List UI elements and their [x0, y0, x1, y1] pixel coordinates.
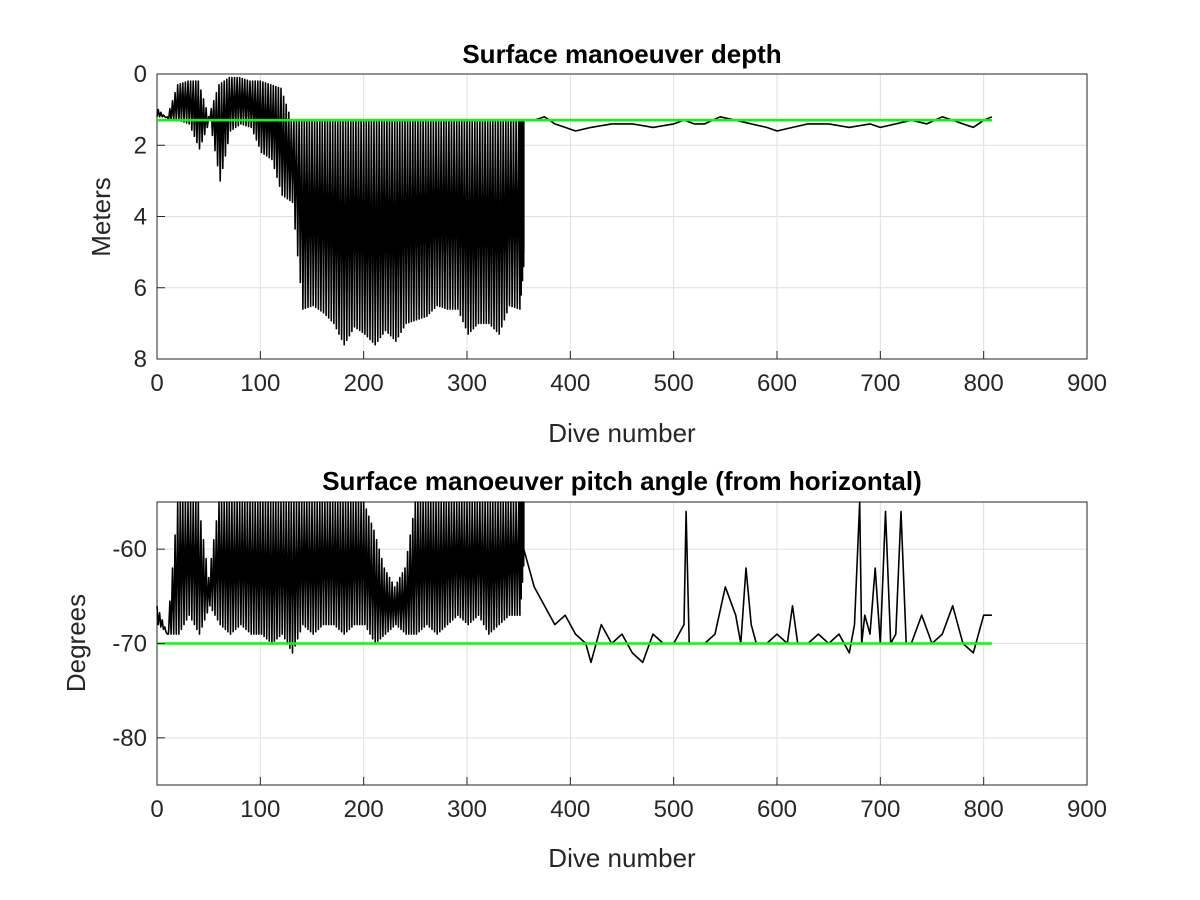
depth-x-tick-label: 100 [240, 370, 280, 397]
pitch-y-tick-label: -80 [112, 725, 147, 752]
depth-x-tick-label: 600 [757, 370, 797, 397]
pitch-x-tick-label: 400 [550, 796, 590, 823]
depth-x-tick-label: 800 [964, 370, 1004, 397]
depth-x-tick-label: 400 [550, 370, 590, 397]
depth-data-series-0 [156, 76, 525, 346]
pitch-chart-ticks: 0 100 200 300 400 500 600 700 800 900 -60 -70 -80 [112, 536, 1107, 823]
pitch-chart: 0 100 200 300 400 500 600 700 800 900 -60 -70 -80 Su… [61, 466, 1107, 873]
pitch-x-tick-label: 200 [344, 796, 384, 823]
pitch-data-series-0 [156, 501, 525, 654]
depth-y-tick-label: 2 [134, 132, 147, 159]
depth-x-tick-label: 200 [344, 370, 384, 397]
depth-x-tick-label: 900 [1067, 370, 1107, 397]
pitch-x-tick-label: 900 [1067, 796, 1107, 823]
depth-y-tick-label: 4 [134, 204, 147, 231]
pitch-x-tick-label: 600 [757, 796, 797, 823]
depth-chart-y-axis-label: Meters [86, 177, 116, 256]
depth-chart-ticks: 0 100 200 300 400 500 600 700 800 900 0 2 4 6 8 [134, 61, 1107, 397]
pitch-chart-x-axis-label: Dive number [548, 843, 696, 873]
depth-y-tick-label: 8 [134, 346, 147, 373]
depth-y-tick-label: 6 [134, 275, 147, 302]
pitch-chart-series [156, 501, 992, 664]
depth-x-tick-label: 300 [447, 370, 487, 397]
pitch-x-tick-label: 300 [447, 796, 487, 823]
pitch-x-tick-label: 0 [150, 796, 163, 823]
depth-x-tick-label: 700 [860, 370, 900, 397]
depth-y-tick-label: 0 [134, 61, 147, 88]
depth-x-tick-label: 0 [150, 370, 163, 397]
depth-chart-x-axis-label: Dive number [548, 418, 696, 448]
pitch-x-tick-label: 100 [240, 796, 280, 823]
depth-x-tick-label: 500 [654, 370, 694, 397]
pitch-x-tick-label: 700 [860, 796, 900, 823]
pitch-chart-title: Surface manoeuver pitch angle (from hori… [322, 466, 922, 496]
pitch-y-tick-label: -70 [112, 631, 147, 658]
pitch-x-tick-label: 500 [654, 796, 694, 823]
depth-chart-series [156, 76, 993, 346]
pitch-chart-y-axis-label: Degrees [61, 594, 91, 692]
depth-chart: 0 100 200 300 400 500 600 700 800 900 0 2 4 6 8 Surfac… [86, 39, 1107, 448]
pitch-y-tick-label: -60 [112, 536, 147, 563]
pitch-x-tick-label: 800 [964, 796, 1004, 823]
depth-chart-title: Surface manoeuver depth [462, 39, 781, 69]
